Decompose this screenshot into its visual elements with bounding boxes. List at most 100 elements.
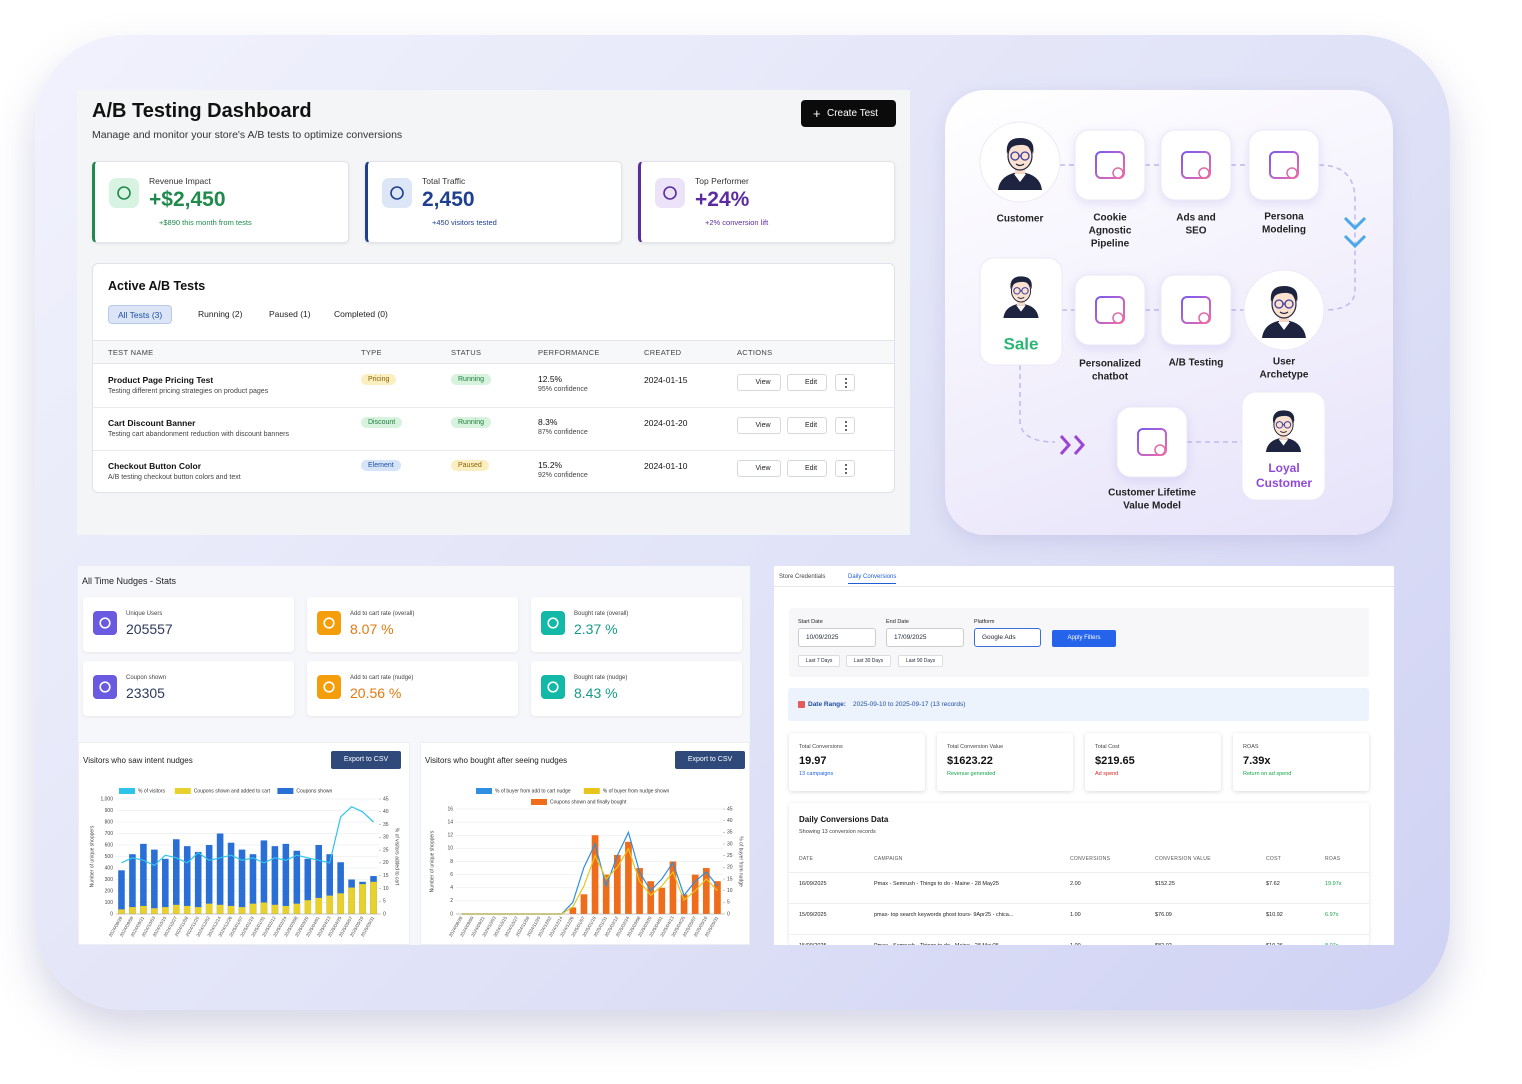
created: 2024-01-15 [644, 375, 688, 385]
apply-button[interactable]: Apply Filters [1052, 630, 1116, 647]
node-label: SEO [1185, 226, 1206, 237]
tab[interactable]: Daily Conversions [848, 574, 897, 584]
edit-button[interactable]: Edit [787, 417, 827, 434]
dot [845, 386, 847, 388]
bar [238, 907, 246, 914]
node-icon-dot [1112, 312, 1124, 324]
bar [162, 907, 169, 914]
stat-label: Unique Users [126, 611, 163, 617]
edit-button[interactable]: Edit [787, 374, 827, 391]
kpi-label: Total Conversion Value [947, 744, 1004, 750]
stat-label: Bought rate (nudge) [574, 675, 628, 681]
table-section[interactable]: Daily Conversions Data Showing 13 convers… [789, 803, 1369, 945]
node-tile [1074, 274, 1146, 346]
bar [691, 874, 699, 914]
kpi-label: ROAS [1243, 744, 1259, 750]
table-subtitle[interactable]: Showing 13 conversion records [799, 829, 876, 835]
quick-button[interactable]: Last 90 Days [898, 655, 944, 667]
bar [315, 897, 323, 914]
icon-glyph [663, 186, 677, 200]
bar [282, 905, 290, 914]
icon-shape [390, 186, 404, 200]
filter-label: Start Date [798, 619, 823, 625]
input[interactable]: Google Ads [974, 628, 1041, 647]
ab-dashboard: A/B Testing Dashboard Manage and monitor … [77, 90, 910, 535]
card-value: +$2,450 [149, 188, 226, 211]
bar [183, 905, 191, 914]
more-button[interactable] [835, 417, 855, 434]
filter-tab[interactable]: Completed (0) [334, 309, 388, 319]
dot [845, 421, 847, 423]
input[interactable]: 17/09/2025 [886, 628, 964, 647]
status-badge: Running [451, 417, 492, 428]
node-icon [1095, 296, 1125, 324]
stat-card: Unique Users 205557 [83, 597, 294, 652]
tests-box: Active A/B Tests All Tests (3) Running (2)… [92, 263, 895, 493]
input[interactable]: 10/09/2025 [798, 628, 876, 647]
export-button[interactable]: Export to CSV [675, 751, 745, 769]
test-name: Checkout Button Color [108, 461, 202, 471]
filter-tab[interactable]: Running (2) [198, 309, 243, 319]
cell: $82.02 [1155, 943, 1172, 945]
icon [541, 675, 565, 699]
tab-divider[interactable] [774, 586, 1394, 587]
view-button[interactable]: View [737, 374, 781, 391]
bar [118, 870, 125, 914]
tab[interactable]: Store Credentials [779, 574, 826, 580]
column-header: CAMPAIGN [874, 856, 903, 862]
view-button[interactable]: View [737, 417, 781, 434]
stat-value: 8.07 % [350, 621, 394, 637]
type-badge: Discount [361, 417, 403, 428]
test-desc: A/B testing checkout button colors and t… [108, 474, 241, 481]
bar [129, 907, 136, 914]
node-label: A/B Testing [1169, 358, 1224, 369]
table-title[interactable]: Daily Conversions Data [799, 815, 889, 824]
node-icon-dot [1112, 167, 1124, 179]
column-header: PERFORMANCE [538, 348, 600, 357]
bar [194, 851, 202, 914]
kpi-card: Total Cost $219.65 Ad spend [1085, 733, 1221, 791]
node-tile [1116, 406, 1188, 478]
stat-card: Bought rate (overall) 2.37 % [531, 597, 742, 652]
icon-shape [547, 681, 559, 693]
stat-card: Top Performer +24% +2% conversion lift [638, 161, 895, 243]
edit-button[interactable]: Edit [787, 460, 827, 477]
more-button[interactable] [835, 374, 855, 391]
stat-label: Coupon shown [126, 675, 167, 681]
icon-glyph [99, 681, 111, 693]
create-label: Create Test [827, 108, 878, 119]
icon [541, 611, 565, 635]
bar [304, 900, 312, 914]
type-badge: Pricing [361, 374, 397, 385]
quick-button[interactable]: Last 7 Days [798, 655, 841, 667]
filter-tab[interactable]: Paused (1) [269, 309, 311, 319]
y-tick-label: 600 [105, 842, 114, 848]
kpi-label: Total Cost [1095, 744, 1120, 750]
more-button[interactable] [835, 460, 855, 477]
bar [249, 854, 257, 914]
create-button[interactable]: + Create Test [801, 100, 896, 127]
column-header: CONVERSIONS [1070, 856, 1111, 862]
icon-shape [99, 681, 111, 693]
filter-tab[interactable]: All Tests (3) [108, 305, 173, 324]
legend-swatch [174, 788, 191, 794]
y-tick-label: 300 [105, 877, 114, 883]
y-tick-label: 6 [450, 872, 453, 878]
legend-swatch [476, 788, 492, 794]
quick-button[interactable]: Last 30 Days [846, 655, 892, 667]
icon-glyph [547, 617, 559, 629]
icon [655, 178, 685, 208]
performance: 8.3% [538, 417, 558, 427]
created: 2024-01-10 [644, 461, 688, 471]
view-button[interactable]: View [737, 460, 781, 477]
bar [271, 904, 279, 914]
icon [93, 611, 117, 635]
column-header: ROAS [1325, 856, 1341, 862]
stat-card: Coupon shown 23305 [83, 661, 294, 716]
y-tick-label: 1,000 [100, 796, 113, 802]
export-button[interactable]: Export to CSV [331, 751, 401, 769]
bar [140, 905, 147, 914]
bar [129, 854, 136, 914]
y-tick-label: 0 [450, 911, 453, 917]
